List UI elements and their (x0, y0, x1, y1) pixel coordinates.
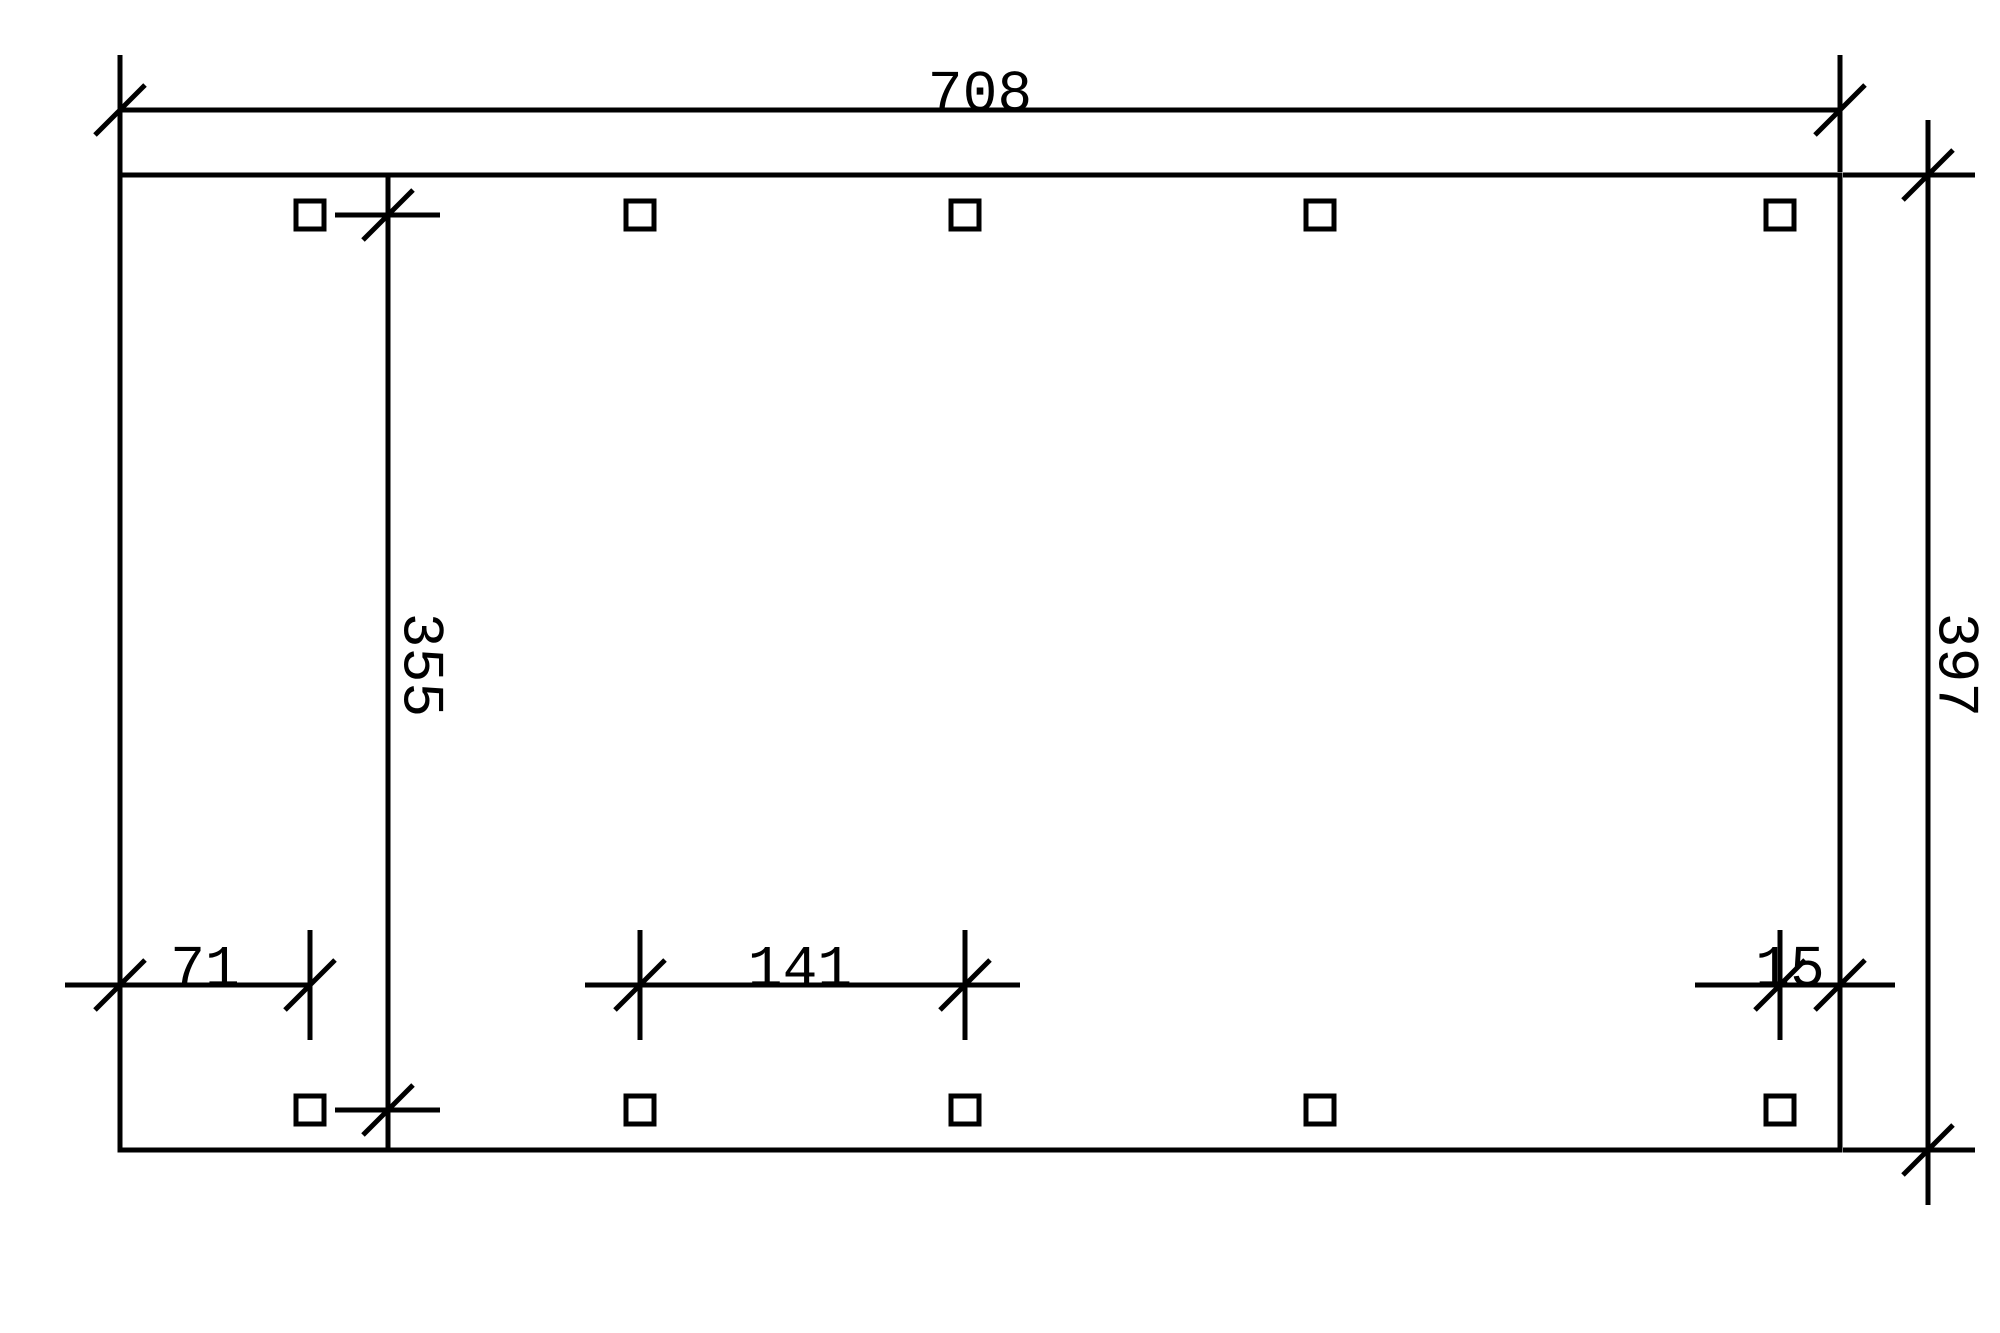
post (296, 201, 324, 229)
post (296, 1096, 324, 1124)
post (1766, 201, 1794, 229)
dim-71: 71 (170, 938, 240, 1003)
post (951, 1096, 979, 1124)
dim-397: 397 (1922, 613, 1987, 717)
post (1306, 1096, 1334, 1124)
post (951, 201, 979, 229)
dim-355: 355 (387, 613, 452, 717)
post (1766, 1096, 1794, 1124)
outline-rect (120, 175, 1840, 1150)
dim-141: 141 (748, 938, 852, 1003)
post (626, 1096, 654, 1124)
post (626, 201, 654, 229)
dim-708: 708 (928, 63, 1032, 128)
dim-15: 15 (1755, 938, 1825, 1003)
post (1306, 201, 1334, 229)
